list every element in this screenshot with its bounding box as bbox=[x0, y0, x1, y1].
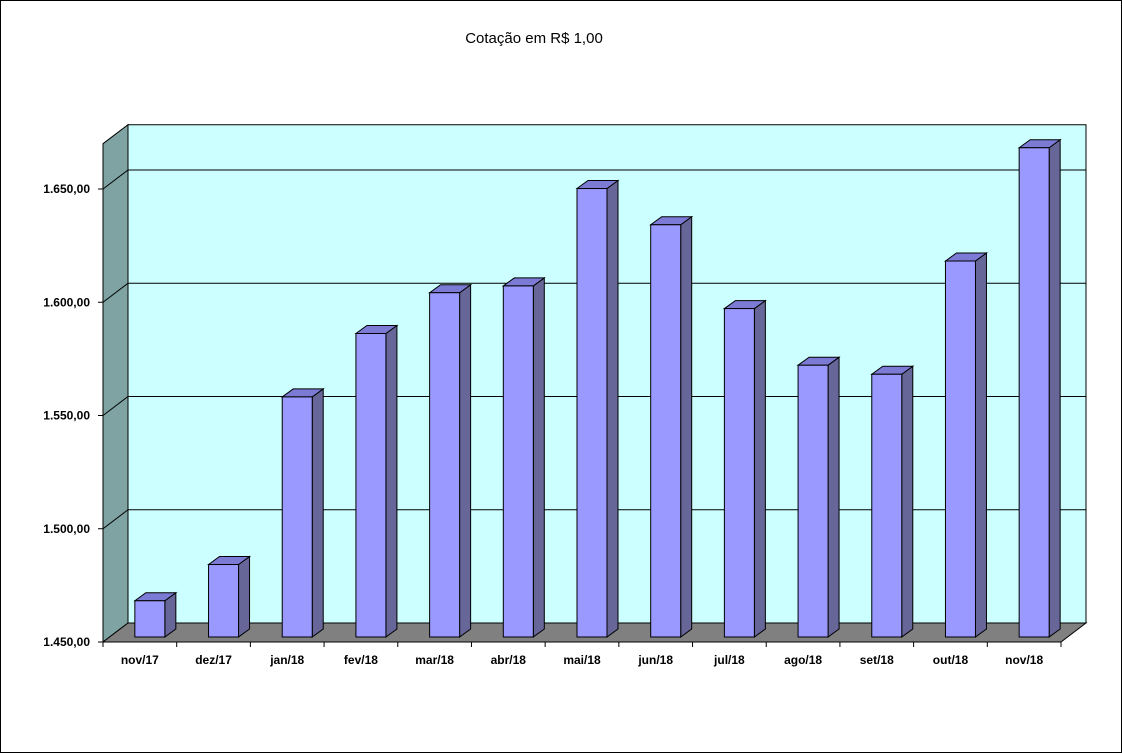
side-wall bbox=[102, 123, 129, 644]
bar-side bbox=[1048, 138, 1061, 638]
bar-side bbox=[311, 387, 324, 638]
bar-abr/18 bbox=[501, 276, 546, 638]
bar-side bbox=[974, 252, 987, 638]
bar-mai/18 bbox=[575, 179, 620, 638]
bar-front bbox=[1018, 147, 1050, 638]
y-tick-label: 1.500,00 bbox=[43, 522, 90, 536]
bar-front bbox=[944, 260, 976, 638]
bar-jul/18 bbox=[722, 299, 767, 638]
x-tick-label: dez/17 bbox=[195, 653, 232, 667]
bar-nov/18 bbox=[1017, 138, 1062, 638]
bar-jan/18 bbox=[280, 387, 325, 638]
x-tick-label: jul/18 bbox=[713, 653, 745, 667]
y-tick-labels: 1.450,00 1.500,00 1.550,00 1.600,00 1.650,00 bbox=[43, 182, 90, 649]
y-tick-label: 1.600,00 bbox=[43, 295, 90, 309]
x-tick-label: ago/18 bbox=[784, 653, 822, 667]
bar-side bbox=[385, 324, 398, 638]
bar-side bbox=[459, 283, 472, 638]
bar-front bbox=[134, 600, 166, 638]
bar-front bbox=[871, 373, 903, 638]
axes bbox=[98, 143, 1062, 647]
bar-front bbox=[723, 308, 755, 638]
y-tick-label: 1.450,00 bbox=[43, 635, 90, 649]
bar-jun/18 bbox=[649, 215, 694, 638]
bar-side bbox=[753, 299, 766, 638]
bar-front bbox=[355, 332, 387, 638]
bar-front bbox=[576, 188, 608, 638]
bar-front bbox=[429, 292, 461, 638]
bar-front bbox=[281, 396, 313, 638]
y-tick-label: 1.650,00 bbox=[43, 182, 90, 196]
bar-front bbox=[797, 364, 829, 638]
gridline bbox=[102, 282, 1086, 303]
bar-side bbox=[827, 356, 840, 638]
gridline bbox=[102, 509, 1086, 530]
bar-side bbox=[606, 179, 619, 638]
bar-front bbox=[208, 564, 240, 638]
bar-set/18 bbox=[870, 365, 915, 638]
x-tick-label: abr/18 bbox=[491, 653, 527, 667]
x-tick-label: nov/18 bbox=[1005, 653, 1043, 667]
bar-out/18 bbox=[943, 252, 988, 638]
bars bbox=[133, 138, 1062, 638]
x-tick-label: out/18 bbox=[933, 653, 969, 667]
bar-dez/17 bbox=[207, 555, 252, 638]
bar-mar/18 bbox=[428, 283, 473, 638]
chart-title: Cotação em R$ 1,00 bbox=[465, 30, 603, 47]
x-tick-labels: nov/17 dez/17 jan/18 fev/18 mar/18 abr/18 mai/… bbox=[121, 653, 1044, 667]
x-tick-label: fev/18 bbox=[344, 653, 378, 667]
x-tick-label: set/18 bbox=[860, 653, 894, 667]
bar-front bbox=[502, 285, 534, 638]
bar-side bbox=[680, 215, 693, 638]
bar-front bbox=[650, 224, 682, 638]
x-tick-label: mar/18 bbox=[415, 653, 454, 667]
x-tick-label: nov/17 bbox=[121, 653, 159, 667]
x-tick-label: jan/18 bbox=[269, 653, 304, 667]
x-tick-label: jun/18 bbox=[637, 653, 673, 667]
bar-side bbox=[532, 276, 545, 638]
gridline bbox=[102, 169, 1086, 190]
gridline bbox=[102, 396, 1086, 416]
bar-fev/18 bbox=[354, 324, 399, 638]
bar-side bbox=[901, 365, 914, 638]
bar-ago/18 bbox=[796, 356, 841, 638]
gridlines bbox=[102, 169, 1086, 530]
bar-nov/17 bbox=[133, 591, 178, 638]
x-tick-label: mai/18 bbox=[563, 653, 601, 667]
y-tick-label: 1.550,00 bbox=[43, 409, 90, 423]
bar-side bbox=[238, 555, 251, 638]
